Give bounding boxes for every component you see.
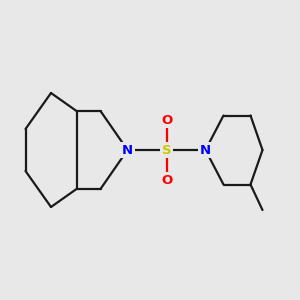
Text: O: O (161, 173, 172, 187)
Text: O: O (161, 113, 172, 127)
Text: N: N (122, 143, 133, 157)
Text: S: S (162, 143, 171, 157)
Text: N: N (200, 143, 211, 157)
